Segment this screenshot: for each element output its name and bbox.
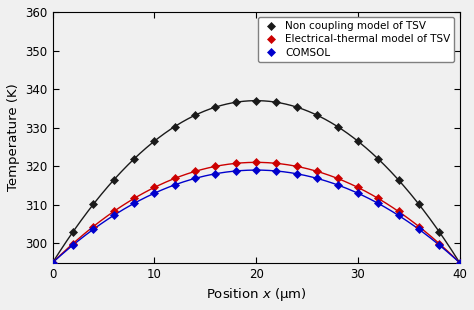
COMSOL: [172, 183, 178, 187]
Electrical-thermal model of TSV: [314, 170, 320, 173]
Non coupling model of TSV: [152, 139, 157, 143]
COMSOL: [253, 168, 259, 172]
Y-axis label: Temperature (K): Temperature (K): [7, 83, 20, 191]
Line: Electrical-thermal model of TSV: Electrical-thermal model of TSV: [49, 159, 463, 266]
Line: COMSOL: COMSOL: [50, 167, 463, 265]
Electrical-thermal model of TSV: [131, 197, 137, 200]
X-axis label: Position $x$ (μm): Position $x$ (μm): [206, 286, 307, 303]
COMSOL: [273, 169, 279, 173]
COMSOL: [152, 191, 157, 195]
Non coupling model of TSV: [294, 105, 300, 109]
COMSOL: [437, 243, 442, 247]
Electrical-thermal model of TSV: [233, 162, 238, 165]
Legend: Non coupling model of TSV, Electrical-thermal model of TSV, COMSOL: Non coupling model of TSV, Electrical-th…: [258, 17, 455, 62]
Non coupling model of TSV: [233, 100, 238, 104]
Electrical-thermal model of TSV: [111, 210, 117, 213]
Electrical-thermal model of TSV: [396, 210, 401, 213]
Non coupling model of TSV: [131, 157, 137, 161]
COMSOL: [314, 177, 320, 180]
Non coupling model of TSV: [273, 100, 279, 104]
Electrical-thermal model of TSV: [152, 186, 157, 189]
Electrical-thermal model of TSV: [335, 177, 340, 180]
Non coupling model of TSV: [437, 230, 442, 234]
Non coupling model of TSV: [457, 261, 463, 264]
Electrical-thermal model of TSV: [253, 161, 259, 164]
COMSOL: [375, 202, 381, 205]
Electrical-thermal model of TSV: [355, 186, 361, 189]
COMSOL: [457, 261, 463, 264]
Non coupling model of TSV: [111, 178, 117, 182]
COMSOL: [294, 172, 300, 176]
COMSOL: [91, 228, 96, 231]
Non coupling model of TSV: [91, 202, 96, 206]
Non coupling model of TSV: [212, 105, 218, 109]
Non coupling model of TSV: [314, 113, 320, 117]
Non coupling model of TSV: [70, 230, 76, 234]
Electrical-thermal model of TSV: [416, 225, 422, 228]
COMSOL: [233, 169, 238, 173]
Electrical-thermal model of TSV: [50, 261, 55, 264]
Electrical-thermal model of TSV: [91, 225, 96, 228]
Non coupling model of TSV: [416, 202, 422, 206]
COMSOL: [192, 177, 198, 180]
Electrical-thermal model of TSV: [375, 197, 381, 200]
Electrical-thermal model of TSV: [294, 165, 300, 168]
Non coupling model of TSV: [172, 125, 178, 128]
COMSOL: [50, 261, 55, 264]
Line: Non coupling model of TSV: Non coupling model of TSV: [49, 98, 463, 266]
Electrical-thermal model of TSV: [192, 170, 198, 173]
Electrical-thermal model of TSV: [273, 162, 279, 165]
Non coupling model of TSV: [335, 125, 340, 128]
COMSOL: [355, 191, 361, 195]
COMSOL: [131, 202, 137, 205]
Electrical-thermal model of TSV: [437, 242, 442, 246]
Non coupling model of TSV: [375, 157, 381, 161]
Electrical-thermal model of TSV: [212, 165, 218, 168]
Non coupling model of TSV: [192, 113, 198, 117]
COMSOL: [70, 243, 76, 247]
Electrical-thermal model of TSV: [457, 261, 463, 264]
COMSOL: [111, 214, 117, 217]
Electrical-thermal model of TSV: [70, 242, 76, 246]
COMSOL: [335, 183, 340, 187]
Non coupling model of TSV: [355, 139, 361, 143]
COMSOL: [396, 214, 401, 217]
Non coupling model of TSV: [50, 261, 55, 264]
Non coupling model of TSV: [396, 178, 401, 182]
COMSOL: [212, 172, 218, 176]
Non coupling model of TSV: [253, 99, 259, 103]
COMSOL: [416, 228, 422, 231]
Electrical-thermal model of TSV: [172, 177, 178, 180]
